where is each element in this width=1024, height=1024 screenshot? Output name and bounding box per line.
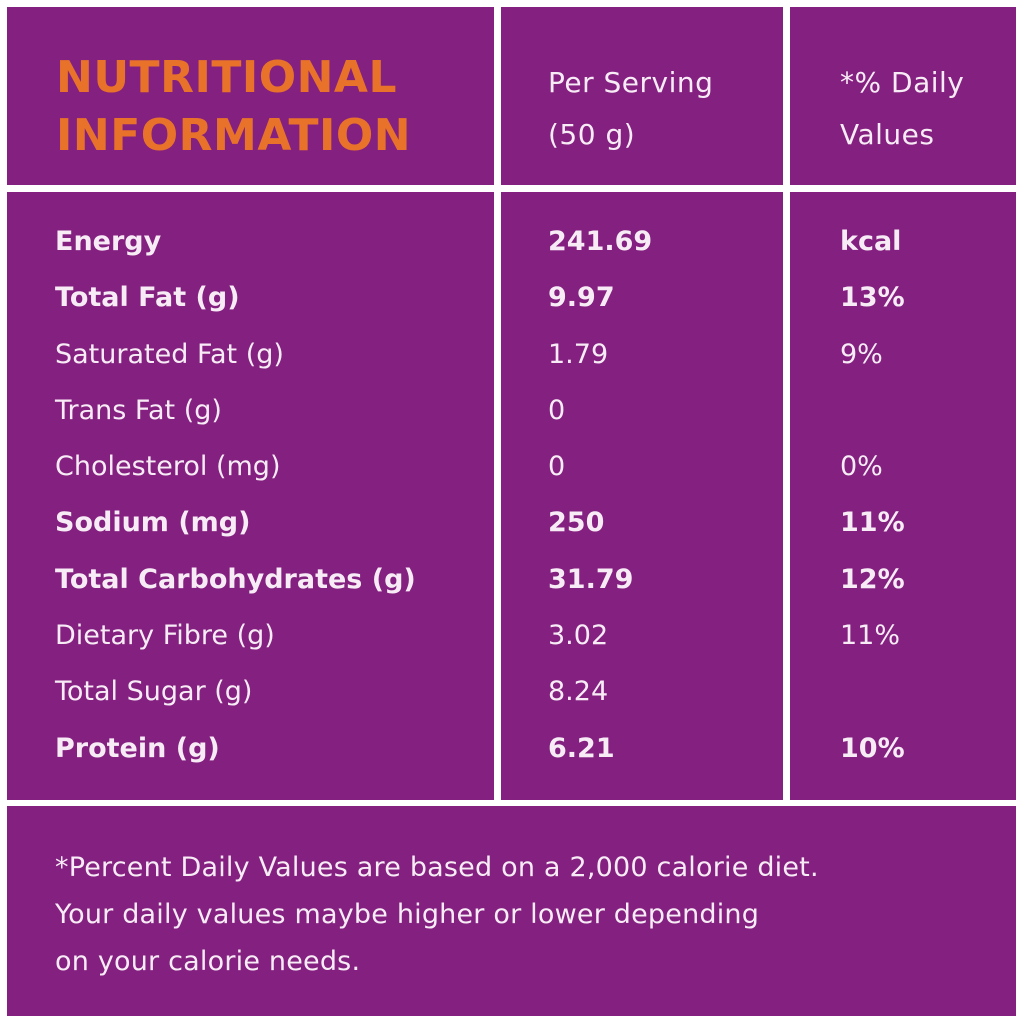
title-line-2: INFORMATION — [56, 110, 412, 161]
nutrient-value: 8.24 — [548, 676, 609, 708]
daily-values-column: kcal 13% 9% 0% 11% 12% 11% 10% — [790, 192, 1016, 800]
page-title: NUTRITIONAL INFORMATION — [56, 49, 411, 165]
nutrient-name: Saturated Fat (g) — [55, 338, 284, 370]
nutrient-value: 9.97 — [548, 282, 615, 314]
title-line-1: NUTRITIONAL — [56, 52, 398, 103]
daily-value: 10% — [840, 732, 905, 764]
nutrient-value: 250 — [548, 507, 605, 539]
per-serving-header-cell: Per Serving (50 g) — [501, 7, 783, 185]
daily-value: 11% — [840, 507, 905, 539]
daily-value: 11% — [840, 620, 901, 652]
nutrient-value: 0 — [548, 451, 566, 483]
nutrient-name: Trans Fat (g) — [55, 394, 222, 426]
footnote-line-2: Your daily values maybe higher or lower … — [55, 899, 760, 930]
daily-value: 0% — [840, 451, 883, 483]
footnote-line-1: *Percent Daily Values are based on a 2,0… — [55, 852, 819, 883]
daily-values-header-line-2: Values — [840, 118, 935, 151]
daily-value: kcal — [840, 226, 902, 257]
nutrient-value: 1.79 — [548, 338, 609, 370]
nutrient-name: Sodium (mg) — [55, 507, 251, 539]
nutrient-name: Protein (g) — [55, 732, 220, 764]
per-serving-values-column: 241.69 9.97 1.79 0 0 250 31.79 3.02 8.24… — [501, 192, 783, 800]
per-serving-header-line-2: (50 g) — [548, 118, 636, 151]
nutrient-name: Energy — [55, 226, 162, 257]
daily-value — [840, 667, 905, 723]
nutrient-value: 6.21 — [548, 732, 615, 764]
nutrient-name: Total Carbohydrates (g) — [55, 563, 416, 595]
nutrient-names-column: Energy Total Fat (g) Saturated Fat (g) T… — [7, 192, 494, 800]
nutrient-value: 0 — [548, 394, 566, 426]
nutrient-name: Total Fat (g) — [55, 282, 240, 314]
footnote: *Percent Daily Values are based on a 2,0… — [55, 844, 819, 985]
nutrient-value: 31.79 — [548, 563, 634, 595]
footnote-line-3: on your calorie needs. — [55, 946, 361, 977]
nutrient-value: 241.69 — [548, 226, 653, 257]
footnote-cell: *Percent Daily Values are based on a 2,0… — [7, 806, 1016, 1016]
nutrient-name: Cholesterol (mg) — [55, 451, 281, 483]
nutrient-value: 3.02 — [548, 620, 609, 652]
per-serving-header-line-1: Per Serving — [548, 66, 714, 99]
daily-values-header-line-1: *% Daily — [840, 66, 965, 99]
daily-values-header-cell: *% Daily Values — [790, 7, 1016, 185]
daily-value — [840, 386, 905, 442]
daily-value: 13% — [840, 282, 905, 314]
daily-value: 12% — [840, 563, 905, 595]
nutrient-name: Total Sugar (g) — [55, 676, 253, 708]
nutrient-name: Dietary Fibre (g) — [55, 620, 275, 652]
title-cell: NUTRITIONAL INFORMATION — [7, 7, 494, 185]
daily-values-header: *% Daily Values — [840, 57, 964, 161]
daily-value: 9% — [840, 338, 883, 370]
per-serving-header: Per Serving (50 g) — [548, 57, 713, 161]
